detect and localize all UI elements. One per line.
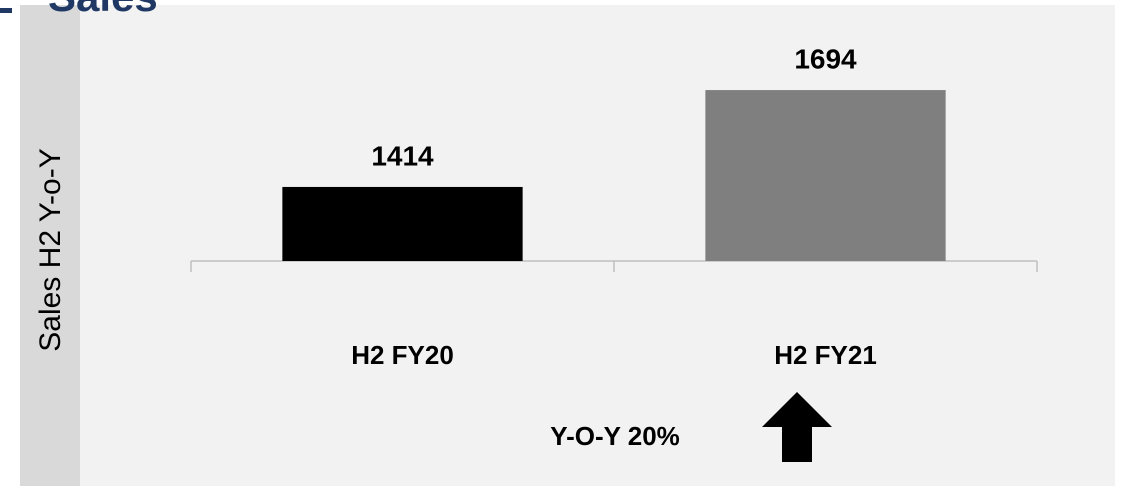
data-label: 1414 [371,140,434,171]
x-tick-label: H2 FY20 [351,340,454,370]
title-dash [0,8,12,13]
y-axis-label: Sales H2 Y-o-Y [34,148,67,351]
x-tick-label: H2 FY21 [774,340,877,370]
label-strip [20,5,80,486]
bar [705,90,946,261]
chart-title: Sales [48,0,158,20]
annotation: Y-O-Y 20% [550,421,680,451]
up-arrow [762,392,832,462]
data-label: 1694 [794,43,857,74]
chart-background [20,5,1115,486]
bar [282,186,523,261]
